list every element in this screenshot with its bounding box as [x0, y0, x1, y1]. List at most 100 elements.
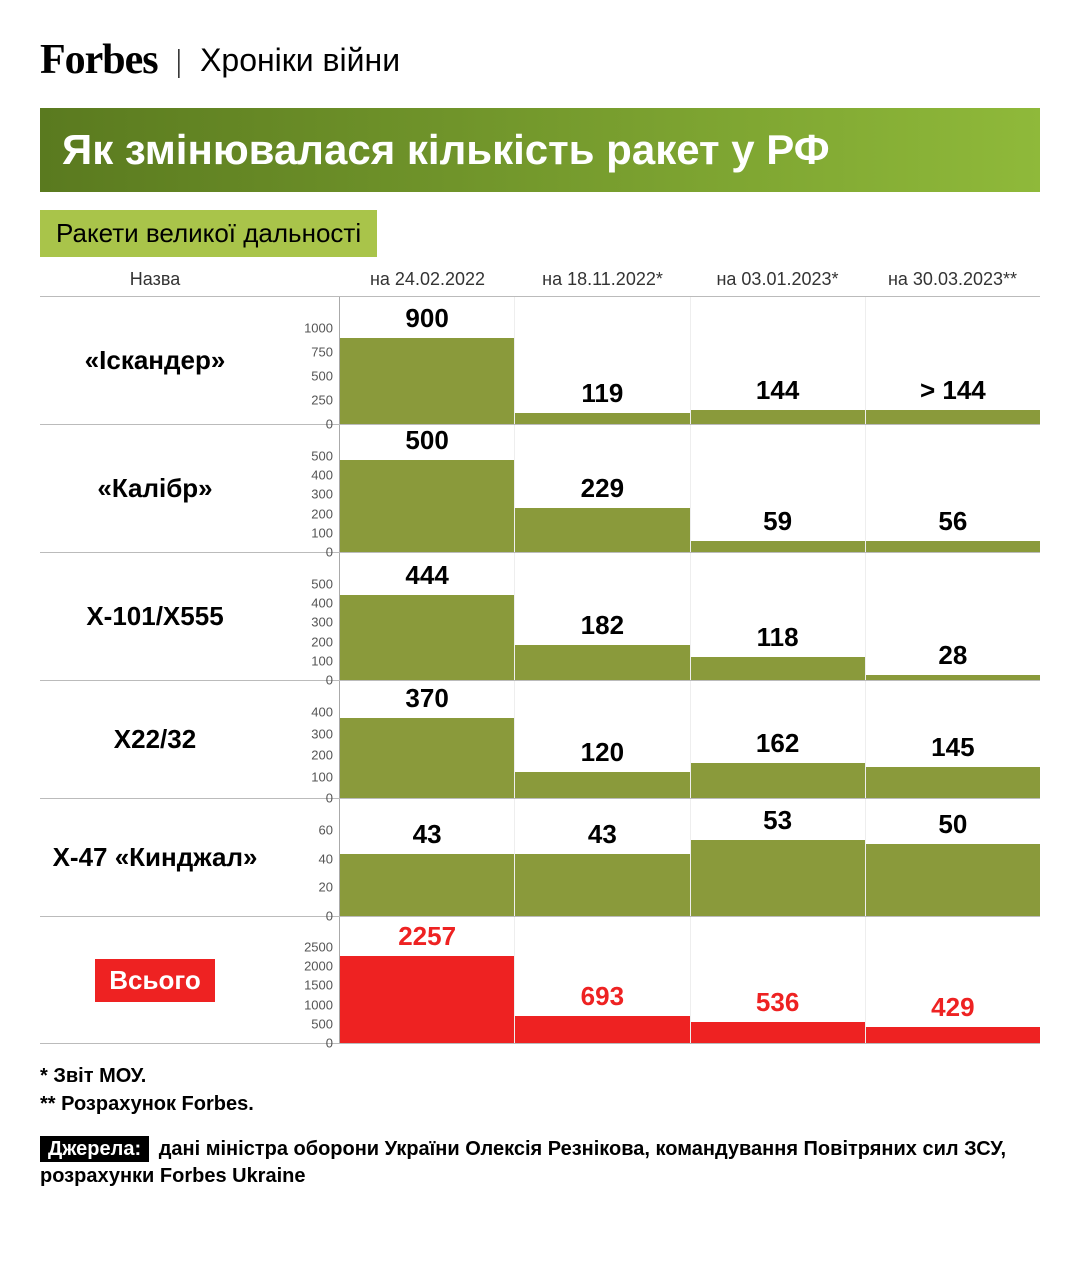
bar-value-label: 53	[691, 805, 865, 840]
y-tick: 2000	[304, 959, 333, 974]
col-header-date-1: на 18.11.2022*	[515, 269, 690, 290]
sources-label: Джерела:	[40, 1136, 149, 1162]
bar-cell: 119	[515, 297, 690, 424]
bar-value-label: 145	[866, 732, 1040, 767]
bar-value-label: 229	[515, 473, 689, 508]
bar-value-label: 900	[340, 303, 514, 338]
col-header-axis	[270, 269, 340, 290]
bar-value-label: 444	[340, 560, 514, 595]
bar	[515, 413, 689, 424]
bars-area: 5002295956	[340, 425, 1040, 552]
y-tick: 40	[319, 851, 333, 866]
y-tick: 250	[311, 393, 333, 408]
bar	[515, 645, 689, 680]
bar	[340, 956, 514, 1043]
bar	[515, 508, 689, 552]
table-row: Х-47 «Кинджал»020406043435350	[40, 798, 1040, 916]
bar-cell: 2257	[340, 917, 515, 1043]
y-tick: 20	[319, 880, 333, 895]
bar-value-label: 144	[691, 375, 865, 410]
bar-cell: 59	[691, 425, 866, 552]
footnote-0: * Звіт МОУ.	[40, 1062, 1040, 1090]
header: Forbes | Хроніки війни	[40, 36, 1040, 84]
y-tick: 1500	[304, 978, 333, 993]
bar-value-label: 119	[515, 378, 689, 413]
table-row: Всього050010001500200025002257693536429	[40, 916, 1040, 1044]
y-axis: 02505007501000	[270, 297, 340, 424]
y-tick: 400	[311, 596, 333, 611]
bar-cell: 50	[866, 799, 1040, 916]
table-header: Назва на 24.02.2022 на 18.11.2022* на 03…	[40, 269, 1040, 296]
bar	[866, 767, 1040, 798]
y-tick: 100	[311, 525, 333, 540]
bar-cell: 182	[515, 553, 690, 680]
bar-cell: 28	[866, 553, 1040, 680]
row-name: «Іскандер»	[40, 297, 270, 424]
bar-cell: 444	[340, 553, 515, 680]
title-text: Як змінювалася кількість ракет у РФ	[62, 126, 830, 173]
bar-cell: 429	[866, 917, 1040, 1043]
bar	[691, 657, 865, 680]
y-tick: 60	[319, 823, 333, 838]
bar-value-label: 118	[691, 622, 865, 657]
bar-cell: 229	[515, 425, 690, 552]
bar-value-label: 429	[866, 992, 1040, 1027]
bar-value-label: 43	[340, 819, 514, 854]
header-divider: |	[176, 42, 182, 79]
col-header-date-3: на 30.03.2023**	[865, 269, 1040, 290]
bar-cell: 120	[515, 681, 690, 798]
y-tick: 500	[311, 577, 333, 592]
y-axis: 0100200300400500	[270, 425, 340, 552]
table-row: Х22/320100200300400370120162145	[40, 680, 1040, 798]
bars-area: 44418211828	[340, 553, 1040, 680]
row-name-label: Х-47 «Кинджал»	[53, 842, 258, 873]
footnote-1: ** Розрахунок Forbes.	[40, 1090, 1040, 1118]
bar	[866, 1027, 1040, 1043]
y-tick: 1000	[304, 997, 333, 1012]
y-tick: 1000	[304, 321, 333, 336]
y-tick: 200	[311, 506, 333, 521]
bar	[515, 772, 689, 798]
y-tick: 300	[311, 726, 333, 741]
bar	[866, 410, 1040, 424]
y-tick: 500	[311, 369, 333, 384]
y-tick: 300	[311, 615, 333, 630]
bar-cell: 370	[340, 681, 515, 798]
table-row: «Калібр»01002003004005005002295956	[40, 424, 1040, 552]
bar-value-label: 120	[515, 737, 689, 772]
logo: Forbes	[40, 36, 158, 84]
y-tick: 500	[311, 449, 333, 464]
row-name-label: Х-101/Х555	[86, 601, 223, 632]
bar	[340, 460, 514, 552]
y-axis: 0100200300400500	[270, 553, 340, 680]
y-axis: 05001000150020002500	[270, 917, 340, 1043]
y-tick: 100	[311, 769, 333, 784]
bar	[515, 854, 689, 916]
bar	[691, 541, 865, 552]
bar-cell: 162	[691, 681, 866, 798]
row-name: Х-101/Х555	[40, 553, 270, 680]
bars-area: 900 119144> 144	[340, 297, 1040, 424]
bar-value-label: 693	[515, 981, 689, 1016]
y-tick: 400	[311, 705, 333, 720]
y-tick: 100	[311, 653, 333, 668]
bar	[866, 541, 1040, 552]
bars-area: 43435350	[340, 799, 1040, 916]
bar-value-label: 2257	[340, 921, 514, 956]
bar-cell: 56	[866, 425, 1040, 552]
y-tick: 750	[311, 345, 333, 360]
bar	[691, 763, 865, 798]
title-banner: Як змінювалася кількість ракет у РФ	[40, 108, 1040, 192]
bar-value-label: 43	[515, 819, 689, 854]
row-name-label: «Іскандер»	[85, 345, 226, 376]
bar-cell: > 144	[866, 297, 1040, 424]
y-tick: 300	[311, 487, 333, 502]
bar-cell: 43	[515, 799, 690, 916]
bar-value-label: > 144	[866, 375, 1040, 410]
bar-cell: 118	[691, 553, 866, 680]
row-name: Всього	[40, 917, 270, 1043]
bars-area: 370120162145	[340, 681, 1040, 798]
bar	[340, 595, 514, 680]
table-row: Х-101/Х555010020030040050044418211828	[40, 552, 1040, 680]
bar-cell: 43	[340, 799, 515, 916]
